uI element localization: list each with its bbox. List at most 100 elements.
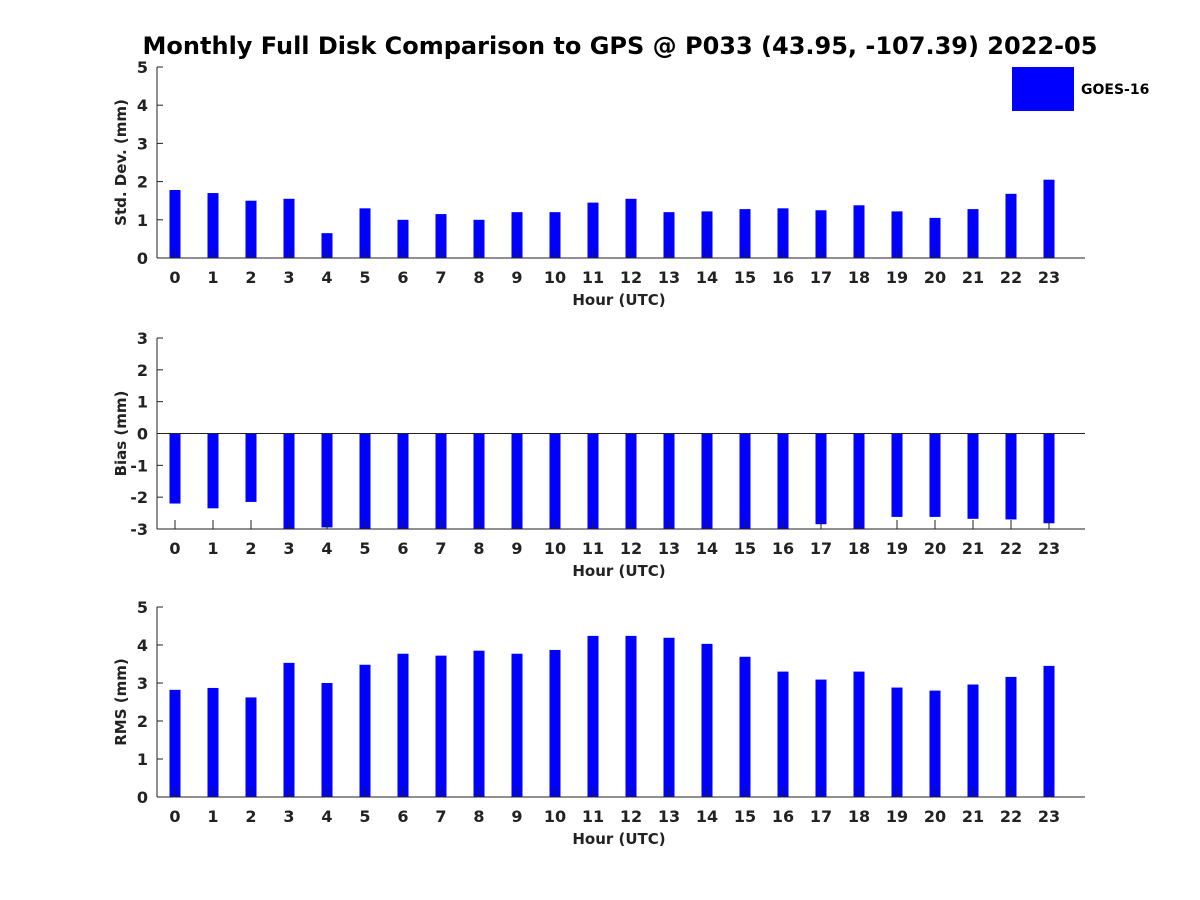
bar [739,656,751,797]
x-tick-label: 21 [962,268,984,287]
bar [359,208,371,258]
x-tick-label: 23 [1038,539,1060,558]
bar [321,433,333,528]
x-tick-label: 16 [772,807,794,826]
bar [359,664,371,797]
bar [169,689,181,797]
x-tick-label: 4 [321,268,332,287]
bar [625,198,637,258]
bar [549,212,561,258]
y-tick-label: 5 [137,58,148,77]
x-tick-label: 21 [962,807,984,826]
x-tick-label: 1 [207,539,218,558]
bar [1005,676,1017,797]
bar [815,210,827,258]
bar [853,205,865,258]
bar [473,219,485,258]
x-tick-label: 20 [924,268,946,287]
y-tick-label: 0 [137,425,148,444]
x-tick-label: 13 [658,268,680,287]
bar [511,653,523,797]
bar [473,650,485,797]
x-tick-label: 21 [962,539,984,558]
bar [625,433,637,529]
bar [549,433,561,529]
bar [625,635,637,797]
x-tick-label: 3 [283,268,294,287]
bar [891,433,903,517]
x-tick-label: 10 [544,268,566,287]
y-tick-label: -1 [130,456,148,475]
y-tick-label: 4 [137,636,148,655]
y-tick-label: 5 [137,598,148,617]
bar [1043,179,1055,258]
x-tick-label: 9 [511,539,522,558]
x-tick-label: 0 [169,807,180,826]
y-tick-label: 3 [137,329,148,348]
x-tick-label: 18 [848,539,870,558]
bar [1005,193,1017,258]
bar [435,214,447,258]
legend: GOES-16 [1012,67,1149,111]
bar [169,190,181,258]
x-tick-label: 11 [582,539,604,558]
bar [245,200,257,258]
y-tick-label: 2 [137,712,148,731]
x-tick-label: 6 [397,539,408,558]
bar [1043,665,1055,797]
x-tick-label: 5 [359,539,370,558]
bar [245,697,257,797]
bar [435,655,447,797]
bar [701,211,713,258]
bar [473,433,485,529]
x-tick-label: 1 [207,268,218,287]
bar [967,684,979,797]
bar [967,209,979,258]
x-tick-label: 4 [321,807,332,826]
x-tick-label: 5 [359,268,370,287]
x-tick-label: 15 [734,268,756,287]
bar [587,635,599,797]
x-tick-label: 8 [473,539,484,558]
x-tick-label: 15 [734,539,756,558]
x-tick-label: 22 [1000,539,1022,558]
bar [1043,433,1055,524]
chart-title: Monthly Full Disk Comparison to GPS @ P0… [143,32,1098,60]
bar [663,433,675,529]
x-tick-label: 22 [1000,268,1022,287]
y-tick-label: 3 [137,674,148,693]
x-tick-label: 0 [169,268,180,287]
y-tick-label: 1 [137,750,148,769]
x-tick-label: 10 [544,807,566,826]
bar [207,687,219,797]
x-tick-label: 19 [886,539,908,558]
y-tick-label: 1 [137,393,148,412]
x-tick-label: 5 [359,807,370,826]
y-axis-label: RMS (mm) [112,658,130,745]
legend-swatch [1012,67,1074,111]
bar [511,433,523,529]
x-tick-label: 3 [283,539,294,558]
x-tick-label: 9 [511,807,522,826]
y-tick-label: 0 [137,249,148,268]
bar [1005,433,1017,520]
y-tick-label: 2 [137,173,148,192]
x-tick-label: 0 [169,539,180,558]
x-tick-label: 17 [810,268,832,287]
x-tick-label: 4 [321,539,332,558]
bar [701,433,713,529]
bar [929,217,941,258]
x-axis-label: Hour (UTC) [572,291,665,309]
bar [891,687,903,797]
bar [663,212,675,258]
bar [321,233,333,258]
x-tick-label: 6 [397,268,408,287]
bar [701,643,713,797]
x-tick-label: 13 [658,807,680,826]
y-tick-label: -2 [130,488,148,507]
x-tick-label: 20 [924,807,946,826]
x-tick-label: 20 [924,539,946,558]
bar [777,671,789,797]
